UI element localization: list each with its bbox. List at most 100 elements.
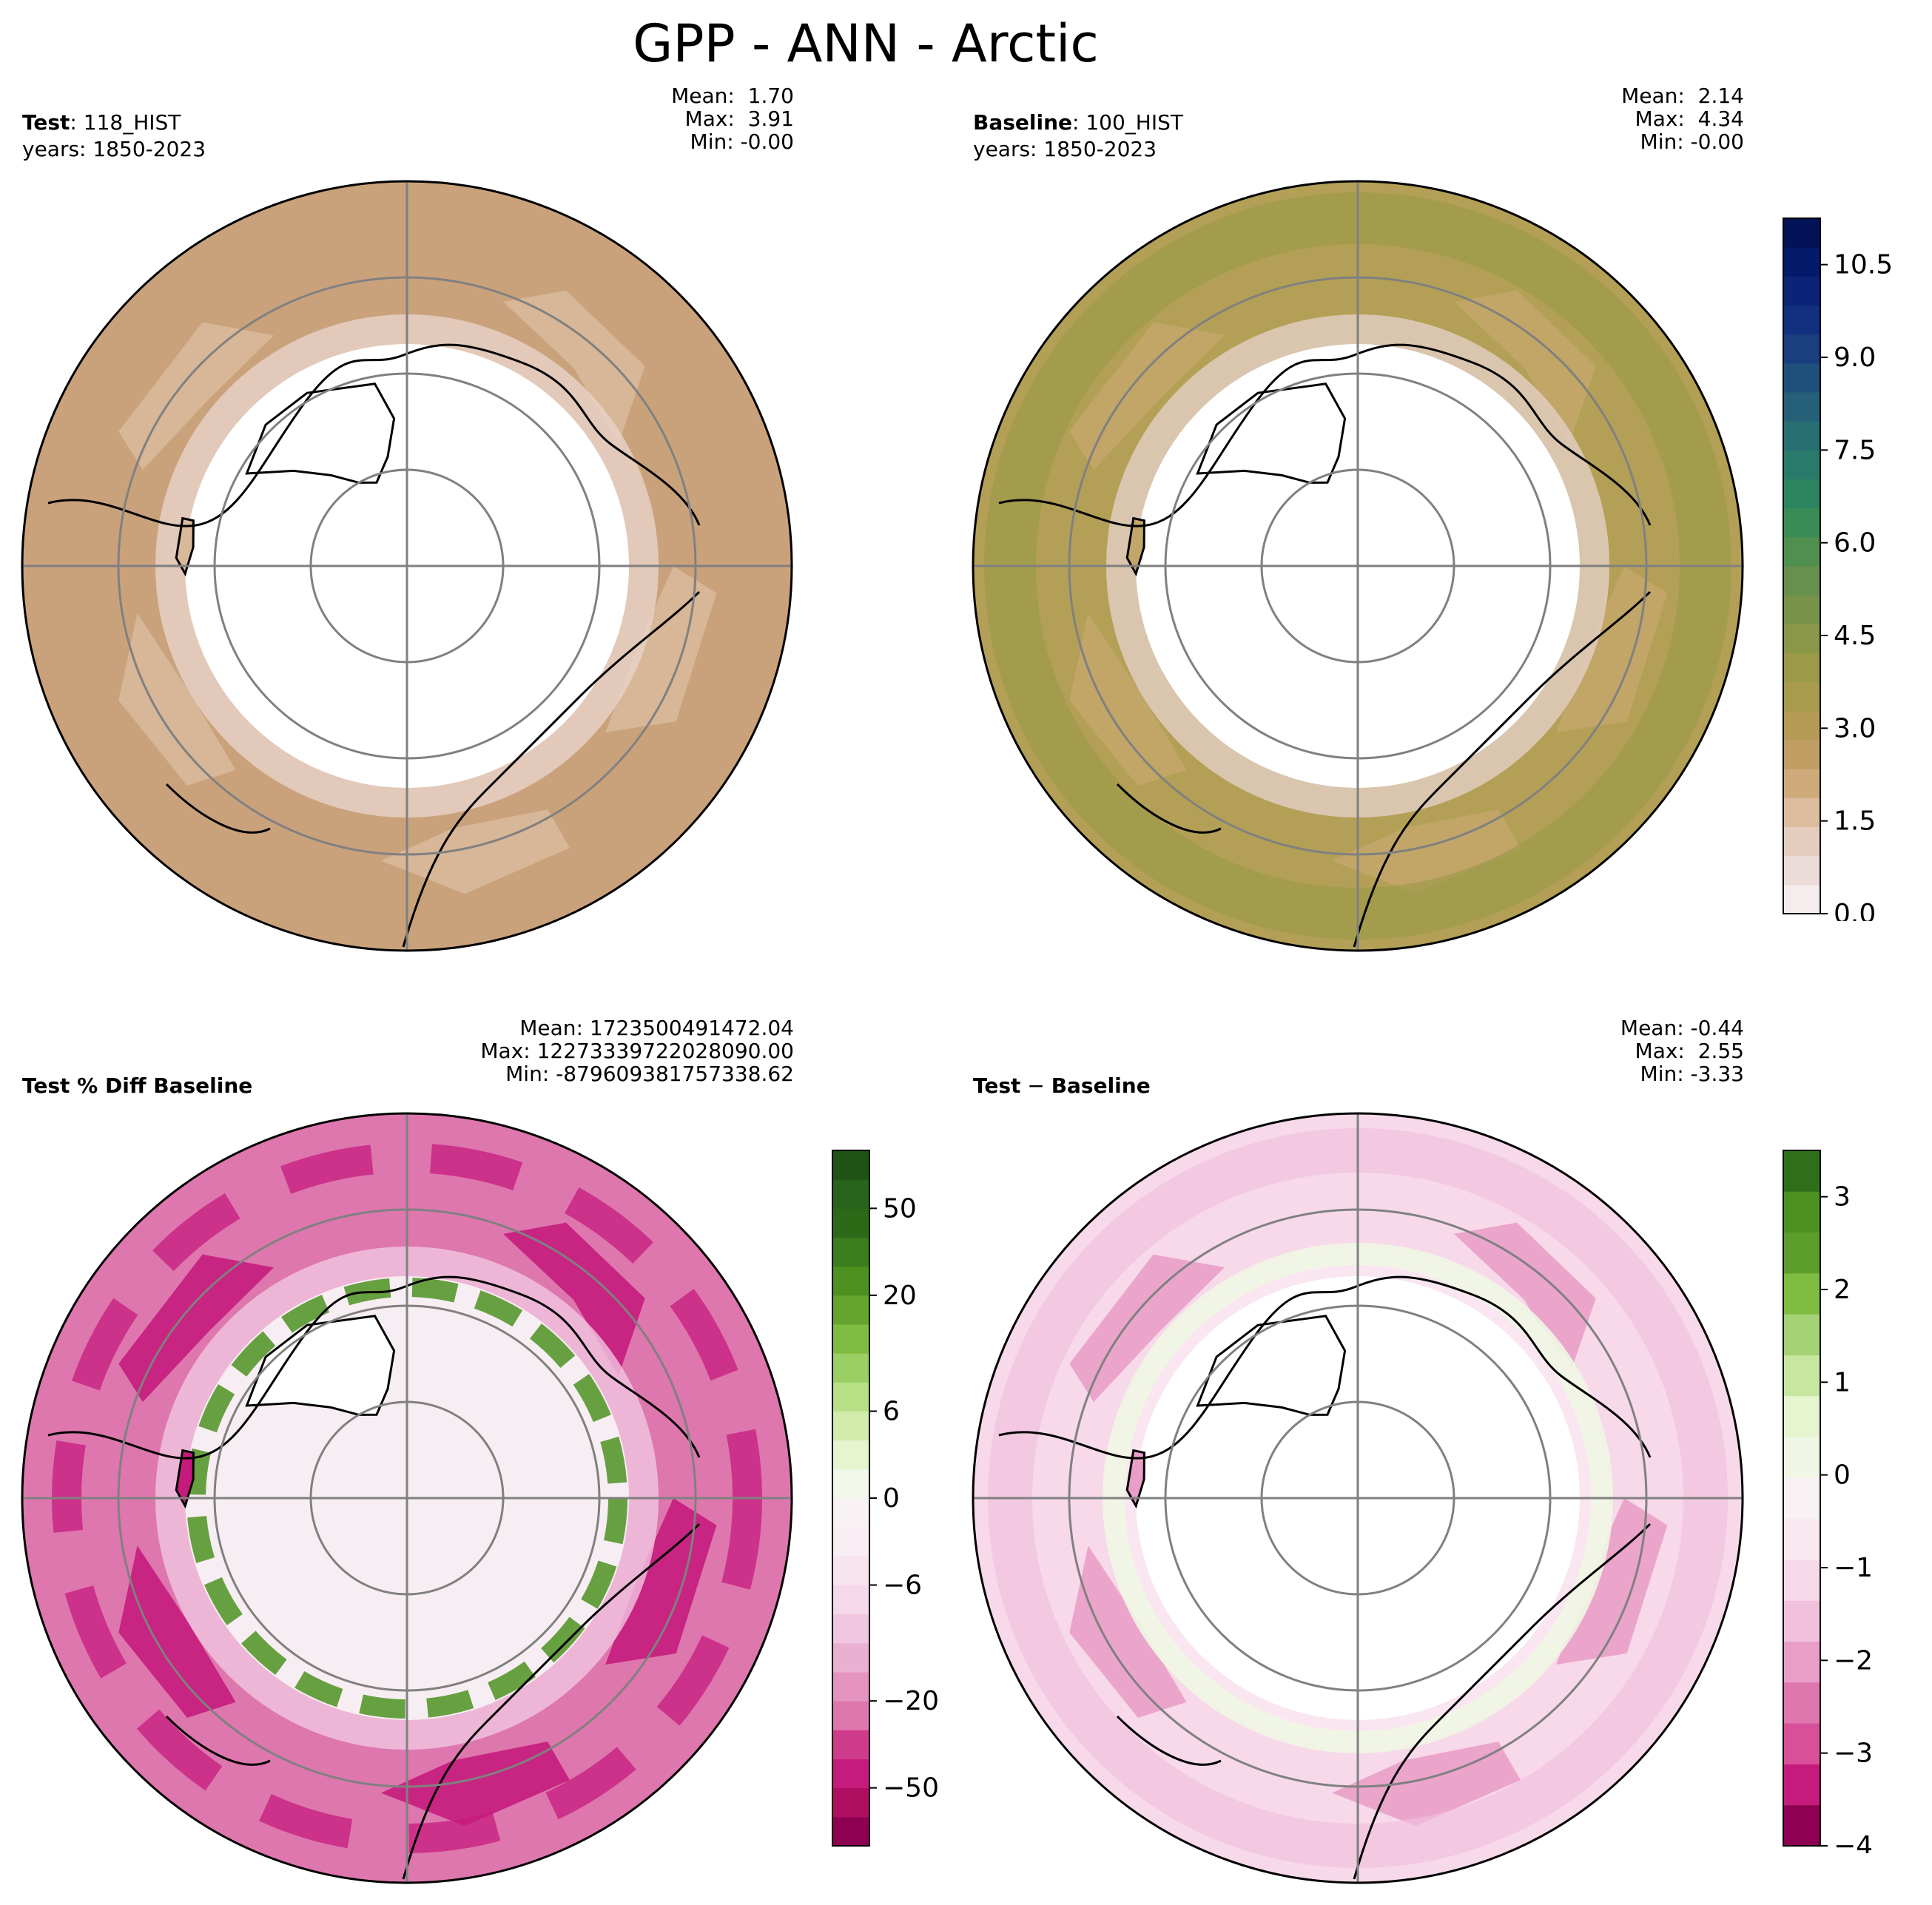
colorbar-segment bbox=[1783, 710, 1820, 741]
colorbar-segment bbox=[832, 1150, 869, 1180]
colorbar-segment bbox=[1783, 1437, 1820, 1478]
greenland bbox=[245, 382, 396, 484]
colorbar-segment bbox=[1783, 1764, 1820, 1806]
land-patch bbox=[605, 1498, 717, 1665]
colorbar-segment bbox=[1783, 1272, 1820, 1315]
colorbar-tick-label: 0 bbox=[1834, 1460, 1851, 1491]
colorbar-segment bbox=[1783, 1191, 1820, 1233]
pctdiff-mean: Mean: 1723500491472.04 bbox=[519, 1016, 794, 1040]
land-patch bbox=[1069, 1254, 1225, 1402]
diff-min: Min: -3.33 bbox=[1640, 1062, 1744, 1086]
colorbar-tick-label: 1.5 bbox=[1834, 806, 1876, 837]
colorbar-segment bbox=[832, 1614, 869, 1644]
land-patch bbox=[605, 566, 717, 732]
colorbar-segment bbox=[832, 1179, 869, 1209]
colorbar-segment bbox=[1783, 798, 1820, 827]
colorbar-segment bbox=[832, 1787, 869, 1818]
colorbar-segment bbox=[1783, 1641, 1820, 1683]
colorbar-tick-label: 1 bbox=[1834, 1367, 1851, 1397]
colorbar-segment bbox=[832, 1266, 869, 1296]
baseline-panel-label: Baseline: 100_HIST years: 1850-2023 bbox=[973, 109, 1183, 163]
land-patch bbox=[1069, 613, 1187, 786]
colorbar-segment bbox=[1783, 1150, 1820, 1192]
map-boundary bbox=[21, 1112, 793, 1884]
diff-max: Max: 2.55 bbox=[1635, 1039, 1744, 1063]
test-panel-label: Test: 118_HIST years: 1850-2023 bbox=[22, 109, 206, 163]
test-map bbox=[21, 180, 793, 952]
diff-panel-label: Test − Baseline bbox=[973, 1073, 1151, 1099]
colorbar-segment bbox=[832, 1353, 869, 1383]
map-boundary bbox=[972, 180, 1744, 952]
colorbar-segment bbox=[1783, 276, 1820, 306]
main-colorbar: 0.0 1.5 3.0 4.5 6.0 7.5 9.0 10.5 bbox=[1783, 218, 1893, 921]
colorbar-segment bbox=[1783, 1232, 1820, 1274]
colorbar-segment bbox=[1783, 334, 1820, 364]
map-boundary bbox=[21, 180, 793, 952]
baseline-stats: Mean: 2.14 Max: 4.34 Min: -0.00 bbox=[1621, 84, 1744, 153]
colorbar-tick-label: 10.5 bbox=[1834, 250, 1893, 280]
colorbar-segment bbox=[832, 1411, 869, 1441]
colorbar-segment bbox=[832, 1295, 869, 1325]
colorbar-segment bbox=[1783, 1682, 1820, 1724]
pctdiff-panel-label: Test % Diff Baseline bbox=[22, 1073, 252, 1099]
pctdiff-stats: Mean: 1723500491472.04 Max: 122733397220… bbox=[480, 1016, 794, 1085]
diff-map bbox=[972, 1112, 1744, 1884]
colorbar-tick-label: −50 bbox=[883, 1773, 939, 1804]
colorbar-segment bbox=[832, 1498, 869, 1528]
pctdiff-label-bold: Test % Diff Baseline bbox=[22, 1073, 253, 1098]
colorbar-tick-label: 0.0 bbox=[1834, 899, 1876, 921]
iceland bbox=[1125, 1449, 1145, 1509]
figure-title: GPP - ANN - Arctic bbox=[633, 13, 1099, 74]
test-stats: Mean: 1.70 Max: 3.91 Min: -0.00 bbox=[671, 84, 794, 153]
baseline-label-bold: Baseline bbox=[973, 110, 1073, 135]
colorbar-segment bbox=[1783, 566, 1820, 596]
land-patch bbox=[118, 613, 236, 786]
colorbar-tick-label: −20 bbox=[883, 1686, 939, 1716]
iceland bbox=[1125, 516, 1145, 577]
land-patch bbox=[503, 290, 645, 444]
colorbar-tick-label: 0 bbox=[883, 1483, 900, 1514]
colorbar-segment bbox=[832, 1701, 869, 1730]
land-patch bbox=[118, 1545, 236, 1718]
colorbar-segment bbox=[832, 1730, 869, 1759]
colorbar-segment bbox=[1783, 1559, 1820, 1601]
colorbar-segment bbox=[1783, 624, 1820, 653]
colorbar-segment bbox=[832, 1440, 869, 1470]
colorbar-tick-label: 20 bbox=[883, 1281, 917, 1311]
colorbar-segment bbox=[1783, 508, 1820, 538]
colorbar-segment bbox=[1783, 1518, 1820, 1560]
colorbar-segment bbox=[1783, 855, 1820, 886]
colorbar-segment bbox=[832, 1382, 869, 1412]
coastline bbox=[47, 1275, 701, 1880]
colorbar-segment bbox=[832, 1237, 869, 1267]
colorbar-segment bbox=[1783, 595, 1820, 624]
diff-label-bold2: Baseline bbox=[1051, 1073, 1151, 1098]
baseline-label-name: : 100_HIST bbox=[1072, 110, 1183, 135]
colorbar-tick-label: 6.0 bbox=[1834, 528, 1876, 559]
land-patch bbox=[118, 1254, 274, 1402]
colorbar-segment bbox=[832, 1672, 869, 1702]
test-max: Max: 3.91 bbox=[684, 107, 794, 131]
diff-mean: Mean: -0.44 bbox=[1620, 1016, 1744, 1040]
test-min: Min: -0.00 bbox=[690, 129, 794, 154]
colorbar-segment bbox=[1783, 1477, 1820, 1520]
land-patch bbox=[1069, 322, 1225, 470]
greenland bbox=[1196, 1315, 1347, 1416]
colorbar-segment bbox=[832, 1556, 869, 1585]
land-patch bbox=[1556, 1498, 1668, 1665]
greenland bbox=[245, 1315, 396, 1416]
greenland bbox=[1196, 382, 1347, 484]
colorbar-tick-label: 3 bbox=[1834, 1182, 1851, 1213]
colorbar-segment bbox=[832, 1324, 869, 1354]
colorbar-frame bbox=[1783, 1150, 1821, 1847]
colorbar-segment bbox=[1783, 1355, 1820, 1397]
colorbar-tick-label: −6 bbox=[883, 1571, 922, 1601]
colorbar-segment bbox=[1783, 450, 1820, 479]
diff-stats: Mean: -0.44 Max: 2.55 Min: -3.33 bbox=[1620, 1016, 1744, 1085]
diff-colorbar: 3 2 1 0 −1 −2 −3 −4 bbox=[1783, 1150, 1873, 1853]
pctdiff-map bbox=[21, 1112, 793, 1884]
colorbar-segment bbox=[1783, 681, 1820, 712]
colorbar-tick-label: 7.5 bbox=[1834, 435, 1876, 465]
colorbar-tick-label: 6 bbox=[883, 1397, 900, 1427]
baseline-mean: Mean: 2.14 bbox=[1621, 84, 1744, 108]
